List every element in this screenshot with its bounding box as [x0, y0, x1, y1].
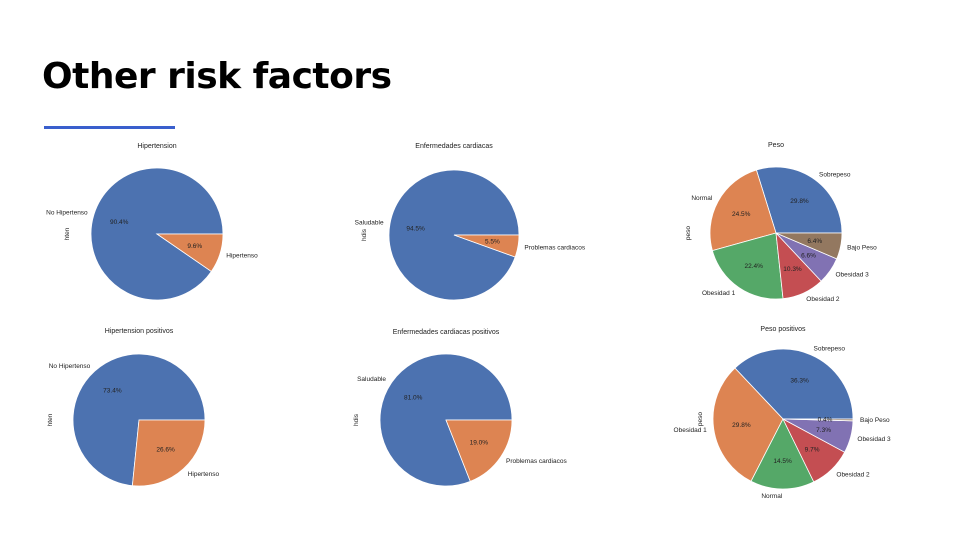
pct-label: 24.5% — [732, 211, 751, 218]
category-label: Bajo Peso — [847, 245, 877, 252]
pie-slice-bajo-peso — [782, 418, 854, 422]
pie-slice-sobrepeso — [734, 348, 854, 420]
pie-chart-4: Hipertension positivos hten 73.4% No Hipert… — [47, 328, 220, 487]
pie-slice-problemas-cardiacos — [453, 234, 520, 258]
category-label: Obesidad 2 — [806, 296, 840, 303]
category-label: Saludable — [355, 220, 384, 227]
category-label: Obesidad 1 — [702, 290, 736, 297]
pct-label: 6.6% — [801, 253, 816, 260]
pct-label: 29.8% — [790, 198, 809, 205]
pie-chart-6: Peso positivos peso 36.3% Sobrepeso 29.8% Obe… — [674, 326, 891, 500]
category-label: Hipertenso — [226, 253, 258, 260]
pie-chart-1: Hipertension hten 90.4% No Hipertenso 9.6% Hi… — [46, 143, 258, 301]
pie-chart-5: Enfermedades cardiacas positivos hdis 81.0… — [353, 329, 567, 487]
pct-label: 26.6% — [156, 446, 175, 453]
category-label: Obesidad 3 — [857, 436, 891, 443]
pct-label: 29.8% — [732, 422, 751, 429]
category-label: Obesidad 1 — [674, 427, 708, 434]
pct-label: 6.4% — [807, 238, 822, 245]
category-label: Bajo Peso — [860, 417, 890, 424]
slide-title: Other risk factors — [42, 56, 392, 97]
category-label: Problemas cardiacos — [524, 244, 585, 251]
category-label: Sobrepeso — [819, 172, 851, 179]
pie-slice-sobrepeso — [755, 166, 843, 234]
chart-title: Hipertension positivos — [105, 328, 174, 335]
pct-label: 10.3% — [783, 266, 802, 273]
chart-ylabel: peso — [685, 226, 692, 240]
pie-slice-hipertenso — [155, 233, 224, 272]
chart-title: Peso positivos — [760, 326, 806, 333]
pct-label: 94.5% — [406, 225, 425, 232]
pct-label: 73.4% — [103, 388, 122, 395]
chart-title: Enfermedades cardiacas positivos — [393, 329, 500, 336]
chart-ylabel: hten — [64, 227, 71, 240]
pct-label: 81.0% — [404, 395, 423, 402]
category-label: Saludable — [357, 376, 386, 383]
chart-ylabel: hten — [47, 413, 54, 426]
category-label: Sobrepeso — [814, 345, 846, 352]
pct-label: 14.5% — [773, 458, 792, 465]
chart-title: Peso — [768, 142, 784, 149]
pie-slice-normal — [750, 418, 815, 490]
title-underline — [44, 126, 175, 129]
pie-chart-2: Enfermedades cardiacas hdis 94.5% Saludable… — [355, 143, 586, 301]
chart-ylabel: hdis — [361, 228, 368, 241]
category-label: Obesidad 3 — [836, 272, 870, 279]
category-label: No Hipertenso — [46, 209, 88, 216]
pct-label: 9.7% — [805, 446, 820, 453]
pct-label: 90.4% — [110, 219, 129, 226]
pie-slice-hipertenso — [131, 419, 206, 487]
pct-label: 7.3% — [816, 427, 831, 434]
pie-slice-obesidad-1 — [711, 232, 784, 300]
category-label: Problemas cardiacos — [506, 458, 567, 465]
pct-label: 19.0% — [470, 439, 489, 446]
pie-slice-normal — [709, 169, 777, 252]
pie-slice-bajo-peso — [775, 232, 843, 260]
pie-slice-problemas-cardiacos — [445, 419, 513, 482]
chart-title: Enfermedades cardiacas — [415, 143, 493, 150]
pct-label: 22.4% — [744, 263, 763, 270]
category-label: Normal — [691, 195, 713, 202]
pct-label: 0.4% — [818, 417, 833, 424]
category-label: Normal — [761, 493, 783, 500]
pie-chart-3: Peso peso 29.8% Sobrepeso 24.5% Normal 22.4% Ob… — [685, 142, 877, 303]
category-label: No Hipertenso — [49, 363, 91, 370]
pct-label: 36.3% — [790, 377, 809, 384]
chart-title: Hipertension — [137, 143, 176, 150]
chart-ylabel: hdis — [353, 413, 360, 426]
pct-label: 5.5% — [485, 239, 500, 246]
chart-ylabel: peso — [697, 412, 704, 426]
category-label: Obesidad 2 — [836, 472, 870, 479]
category-label: Hipertenso — [188, 471, 220, 478]
pct-label: 9.6% — [187, 243, 202, 250]
